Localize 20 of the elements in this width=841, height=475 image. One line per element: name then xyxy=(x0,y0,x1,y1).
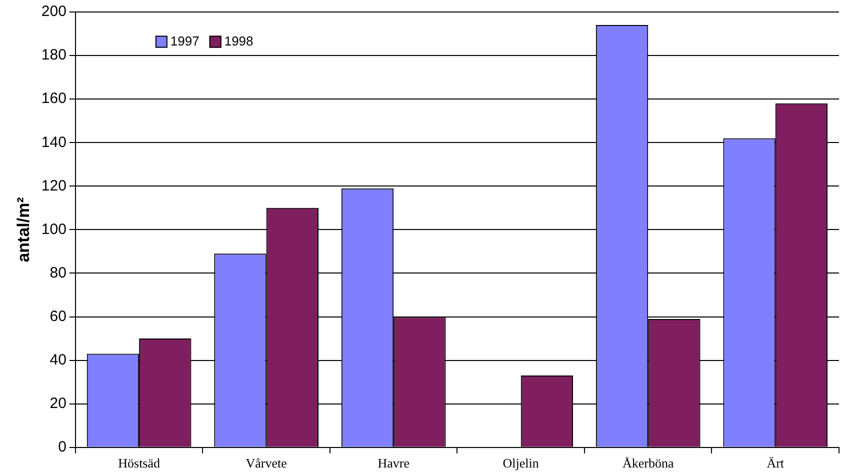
y-tick-label: 160 xyxy=(41,90,66,108)
x-tick-label: Åkerböna xyxy=(622,456,674,471)
y-tick-label: 140 xyxy=(41,134,66,151)
legend-label: 1998 xyxy=(224,33,254,48)
y-axis-title: antal/m² xyxy=(14,196,33,262)
y-tick-label: 40 xyxy=(50,351,66,368)
legend-label: 1997 xyxy=(170,33,200,48)
y-tick-label: 20 xyxy=(50,395,66,412)
y-tick-label: 80 xyxy=(50,264,66,282)
x-tick-label: Ärt xyxy=(766,456,784,471)
y-tick-label: 180 xyxy=(41,46,66,64)
y-tick-label: 100 xyxy=(41,220,66,238)
x-tick-label: Havre xyxy=(378,456,410,471)
x-tick-label: Vårvete xyxy=(246,456,288,471)
y-tick-label: 200 xyxy=(41,3,66,20)
x-tick-label: Höstsäd xyxy=(118,456,160,471)
y-tick-label: 120 xyxy=(41,177,66,194)
y-tick-label: 0 xyxy=(58,438,66,456)
x-tick-label: Oljelin xyxy=(502,456,540,471)
y-tick-label: 60 xyxy=(50,308,66,325)
